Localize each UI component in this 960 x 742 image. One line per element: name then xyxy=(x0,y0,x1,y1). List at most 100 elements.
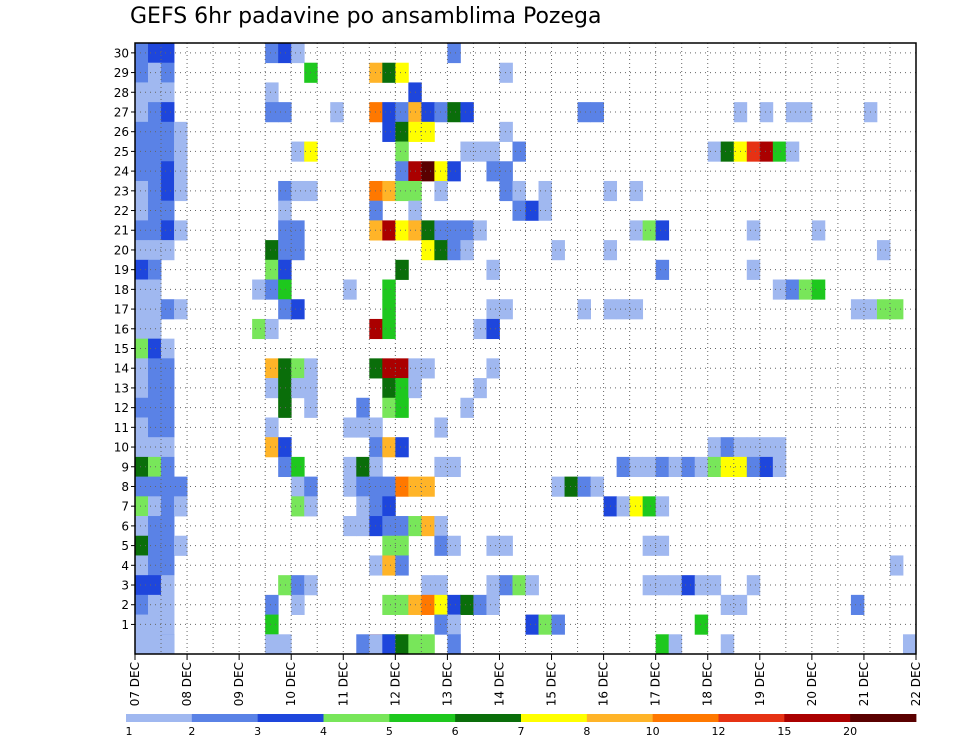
precip-cell xyxy=(148,180,162,202)
precip-cell xyxy=(265,378,279,399)
precip-cell xyxy=(356,476,370,497)
precip-cell xyxy=(161,121,175,142)
precip-cell xyxy=(161,476,175,497)
precip-cell xyxy=(395,102,409,123)
precip-cell xyxy=(161,496,175,517)
colorbar-label: 3 xyxy=(254,725,261,738)
precip-cell xyxy=(135,121,149,142)
precip-cell xyxy=(382,279,396,300)
precip-cell xyxy=(759,437,774,458)
precip-cell xyxy=(434,594,448,615)
precip-cell xyxy=(395,516,409,537)
precip-cell xyxy=(161,82,175,103)
precip-cell xyxy=(161,614,175,635)
colorbar-swatch xyxy=(586,714,654,722)
precip-cell xyxy=(369,318,383,340)
precip-cell xyxy=(343,417,357,438)
precip-cell xyxy=(408,634,422,655)
precip-cell xyxy=(356,397,370,418)
precip-cell xyxy=(278,259,292,280)
precip-cell xyxy=(278,378,292,399)
precip-cell xyxy=(161,378,175,399)
precip-cell xyxy=(382,318,396,340)
precip-cell xyxy=(291,476,305,497)
precip-cell xyxy=(265,82,279,103)
colorbar-swatch xyxy=(850,714,917,722)
y-tick-label: 19 xyxy=(114,263,129,277)
colorbar-swatch xyxy=(389,714,456,722)
y-tick-label: 2 xyxy=(121,598,129,612)
precip-cell xyxy=(291,141,305,162)
precip-cell xyxy=(889,299,904,320)
colorbar-swatch xyxy=(652,714,719,722)
precip-cell xyxy=(642,575,657,596)
precip-cell xyxy=(486,575,500,596)
colorbar-label: 8 xyxy=(583,725,590,738)
precip-cell xyxy=(369,476,383,497)
precip-cell xyxy=(395,180,409,202)
y-tick-label: 5 xyxy=(121,539,129,553)
precip-cell xyxy=(161,240,175,261)
precip-cell xyxy=(382,476,396,497)
precip-cell xyxy=(135,318,149,340)
precip-cell xyxy=(577,102,591,123)
precip-cell xyxy=(278,299,292,320)
precip-cell xyxy=(668,634,683,655)
precip-cell xyxy=(330,102,344,123)
precip-cell xyxy=(655,220,670,241)
precip-cell xyxy=(525,200,539,221)
precip-cell xyxy=(655,496,670,517)
precip-cell xyxy=(291,180,305,202)
precip-cell xyxy=(382,535,396,556)
precip-cell xyxy=(421,102,435,123)
x-tick-label: 14 DEC xyxy=(492,662,506,706)
precip-cell xyxy=(148,82,162,103)
precip-cell xyxy=(148,279,162,300)
colorbar-swatch xyxy=(455,714,522,722)
precip-cell xyxy=(447,535,461,556)
precip-cell xyxy=(278,279,292,300)
precip-cell xyxy=(148,141,162,162)
precip-cell xyxy=(382,634,396,655)
precip-cell xyxy=(148,476,162,497)
precip-cell xyxy=(161,161,175,182)
precip-cell xyxy=(148,535,162,556)
precip-cell xyxy=(772,437,787,458)
precip-cell xyxy=(382,496,396,517)
precip-cell xyxy=(486,318,500,340)
precip-cell xyxy=(135,102,149,123)
precip-cell xyxy=(720,141,735,162)
precip-cell xyxy=(265,102,279,123)
precip-cell xyxy=(486,161,500,182)
precip-cell xyxy=(460,220,474,241)
precip-cell xyxy=(486,358,500,379)
x-tick-label: 21 DEC xyxy=(857,662,871,706)
x-tick-label: 07 DEC xyxy=(128,662,142,706)
precip-cell xyxy=(265,240,279,261)
precip-cell xyxy=(395,62,409,83)
precip-cell xyxy=(395,259,409,280)
precip-cell xyxy=(434,614,448,635)
precip-cell xyxy=(161,555,175,576)
precip-cell xyxy=(707,141,722,162)
precip-cell xyxy=(252,279,266,300)
precip-cell xyxy=(395,358,409,379)
precip-cell xyxy=(252,318,266,340)
precip-cell xyxy=(447,634,461,655)
precip-cell xyxy=(135,476,149,497)
colorbar-swatch xyxy=(718,714,785,722)
colorbar-swatch xyxy=(257,714,324,722)
precip-cell xyxy=(655,535,670,556)
precip-cell xyxy=(161,535,175,556)
precip-cell xyxy=(499,180,513,202)
y-tick-label: 1 xyxy=(121,618,129,632)
precip-cell xyxy=(707,437,722,458)
colorbar-label: 15 xyxy=(777,725,791,738)
precip-cell xyxy=(135,634,149,655)
precip-cell xyxy=(525,575,539,596)
precip-cell xyxy=(369,220,383,241)
precip-cell xyxy=(291,496,305,517)
colorbar-label: 5 xyxy=(386,725,393,738)
x-tick-label: 11 DEC xyxy=(336,662,350,706)
